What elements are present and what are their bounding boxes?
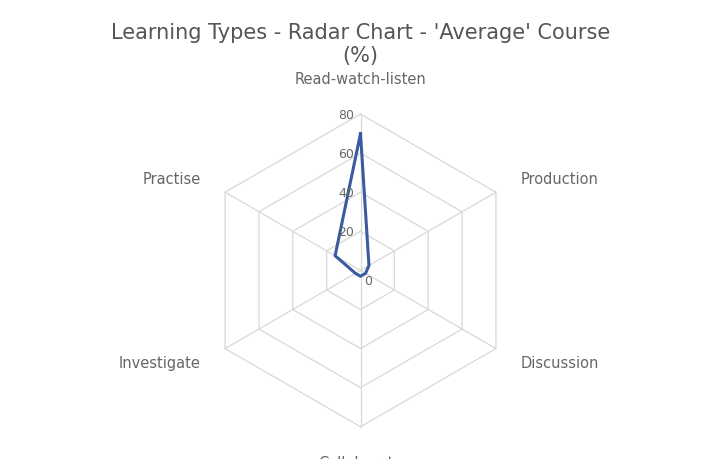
Text: 0: 0	[363, 274, 371, 287]
Text: Investigate: Investigate	[119, 355, 200, 370]
Text: 60: 60	[338, 147, 354, 160]
Text: Production: Production	[521, 171, 598, 186]
Text: Learning Types - Radar Chart - 'Average' Course
(%): Learning Types - Radar Chart - 'Average'…	[111, 23, 610, 66]
Text: Discussion: Discussion	[521, 355, 598, 370]
Text: 20: 20	[338, 225, 354, 238]
Text: 40: 40	[338, 186, 354, 199]
Text: Read-watch-listen: Read-watch-listen	[295, 72, 426, 87]
Text: 80: 80	[338, 108, 354, 121]
Text: Practise: Practise	[143, 171, 200, 186]
Text: Collaborate: Collaborate	[318, 455, 403, 459]
